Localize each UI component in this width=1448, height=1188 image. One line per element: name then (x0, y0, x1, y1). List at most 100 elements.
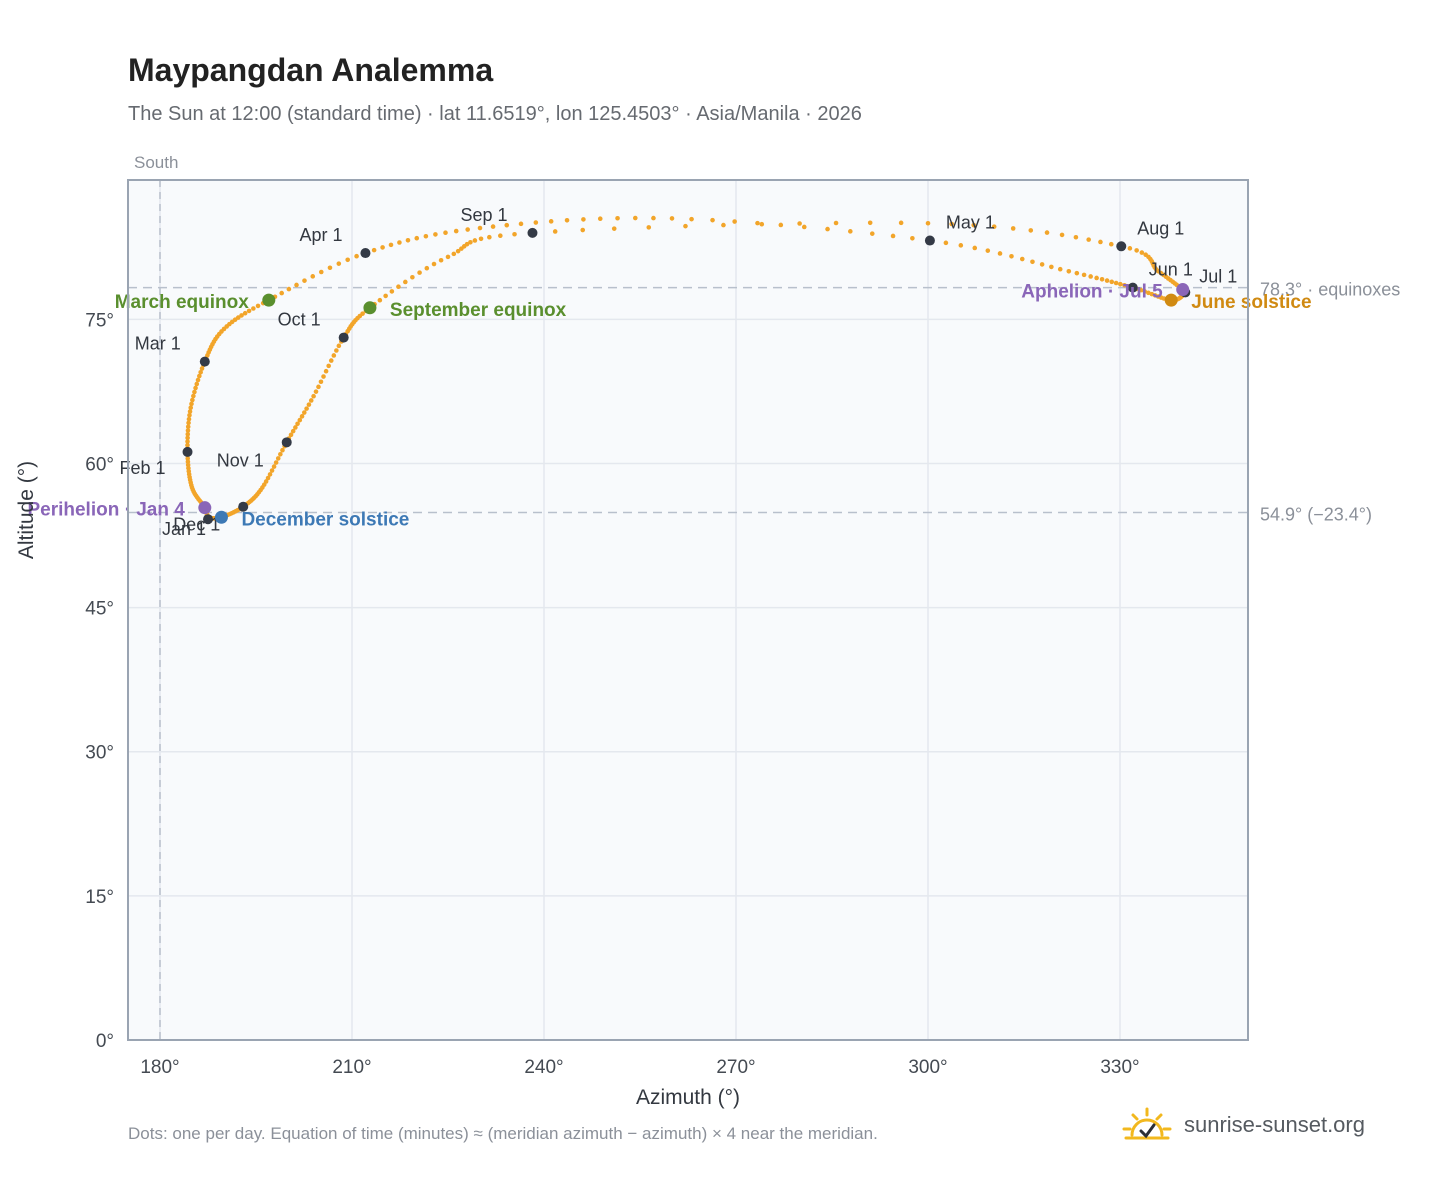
daily-sun-dot (185, 456, 191, 461)
daily-sun-dot (186, 416, 192, 422)
daily-sun-dot (632, 215, 638, 221)
daily-sun-dot (848, 229, 853, 234)
month-marker-label: Mar 1 (135, 334, 181, 354)
month-marker-dot (527, 227, 538, 238)
daily-sun-dot (383, 293, 388, 299)
daily-sun-dot (280, 447, 285, 453)
month-marker-label: Jun 1 (1149, 260, 1193, 280)
month-marker-label: Nov 1 (217, 450, 264, 470)
event-marker-label: Perihelion · Jan 4 (27, 500, 185, 521)
daily-sun-dot (1098, 239, 1103, 245)
daily-sun-dot (235, 315, 241, 320)
month-marker-label: Feb 1 (120, 458, 166, 478)
month-marker-label: Aug 1 (1137, 218, 1184, 238)
daily-sun-dot (191, 393, 196, 399)
daily-sun-dot (1118, 281, 1123, 287)
brand-text: sunrise-sunset.org (1184, 1112, 1365, 1137)
daily-sun-dot (431, 261, 437, 267)
daily-sun-dot (478, 236, 484, 242)
daily-sun-dot (1039, 262, 1045, 267)
daily-sun-dot (710, 217, 715, 223)
axes: 180° 210° 240° 270° 300° 330° 0° 15° 30° 45° 60° 75… (15, 310, 1140, 1109)
y-tick-label: 0° (96, 1031, 114, 1052)
daily-sun-dot (185, 431, 191, 437)
daily-sun-dot (190, 397, 195, 403)
month-marker-dot (338, 332, 349, 343)
month-marker-label: Oct 1 (278, 310, 321, 330)
daily-sun-dot (293, 425, 298, 430)
month-marker-label: May 1 (946, 213, 995, 233)
daily-sun-dot (453, 228, 459, 234)
daily-sun-dot (755, 220, 760, 226)
daily-sun-dot (318, 269, 324, 275)
daily-sun-dot (187, 413, 192, 418)
daily-sun-dot (269, 468, 275, 473)
x-tick-label: 240° (524, 1057, 563, 1078)
daily-sun-dot (580, 227, 586, 233)
daily-sun-dot (833, 220, 839, 226)
x-tick-label: 330° (1100, 1057, 1139, 1078)
daily-sun-dot (943, 240, 949, 246)
daily-sun-dot (410, 274, 415, 280)
daily-sun-dot (1099, 277, 1105, 282)
y-tick-label: 60° (85, 454, 114, 475)
daily-sun-dot (265, 475, 271, 481)
brand-logo[interactable]: sunrise-sunset.org (1120, 1100, 1365, 1150)
daily-sun-dot (477, 225, 483, 231)
event-marker-dot (363, 301, 377, 315)
daily-sun-dot (423, 233, 429, 239)
month-marker-dot (182, 446, 193, 457)
daily-sun-dot (455, 248, 461, 254)
daily-sun-dot (424, 265, 430, 271)
x-tick-label: 270° (716, 1057, 755, 1078)
daily-sun-dot (345, 257, 350, 263)
daily-sun-dot (273, 460, 279, 465)
daily-sun-dot (1142, 289, 1148, 294)
daily-sun-dot (246, 308, 252, 314)
daily-sun-dot (187, 409, 193, 414)
daily-sun-dot (1086, 237, 1091, 242)
daily-sun-dot (1127, 246, 1133, 251)
x-axis-label: Azimuth (°) (636, 1086, 740, 1109)
month-markers: Jan 1 Feb 1 Mar 1 Apr 1 May 1 Jun 1 Jul 1 Aug 1… (120, 205, 1238, 539)
y-tick-label: 45° (85, 599, 114, 620)
daily-sun-dot (438, 257, 444, 263)
daily-sun-dot (242, 310, 248, 316)
daily-sun-dot (1134, 248, 1139, 253)
daily-sun-dot (414, 235, 420, 241)
daily-sun-dot (328, 358, 334, 363)
daily-sun-dot (417, 270, 422, 275)
daily-sun-dot (302, 278, 307, 283)
daily-sun-dot (323, 368, 329, 374)
daily-sun-dot (271, 464, 277, 469)
reference-line-label: 78.3° · equinoxes (1260, 280, 1400, 300)
daily-sun-dot (518, 221, 524, 227)
daily-sun-dot (251, 306, 256, 311)
daily-sun-dot (1009, 253, 1014, 259)
event-marker-label: March equinox (115, 292, 250, 313)
daily-sun-dot (354, 253, 359, 259)
month-marker-dot (1127, 282, 1138, 293)
daily-sun-dot (304, 406, 309, 411)
daily-sun-dot (310, 274, 316, 279)
daily-sun-dot (1074, 270, 1080, 276)
daily-sun-dot (867, 220, 873, 226)
daily-sun-dot (389, 289, 395, 294)
daily-sun-dot (397, 240, 402, 245)
daily-sun-dot (197, 373, 202, 379)
daily-sun-dot (192, 389, 197, 395)
y-tick-label: 30° (85, 743, 114, 764)
daily-sun-dot (185, 439, 190, 444)
daily-sun-dot (308, 398, 314, 403)
daily-sun-dot (388, 242, 394, 248)
daily-sun-dot (295, 421, 300, 427)
daily-sun-dot (405, 237, 411, 243)
x-tick-label: 180° (140, 1057, 179, 1078)
daily-sun-dot (985, 248, 991, 253)
daily-sun-dot (721, 222, 726, 228)
daily-sun-dot (468, 239, 473, 245)
month-marker-label: Dec 1 (173, 515, 220, 535)
daily-sun-dot (1081, 272, 1087, 278)
daily-sun-dot (306, 402, 312, 407)
daily-sun-dot (321, 374, 326, 379)
